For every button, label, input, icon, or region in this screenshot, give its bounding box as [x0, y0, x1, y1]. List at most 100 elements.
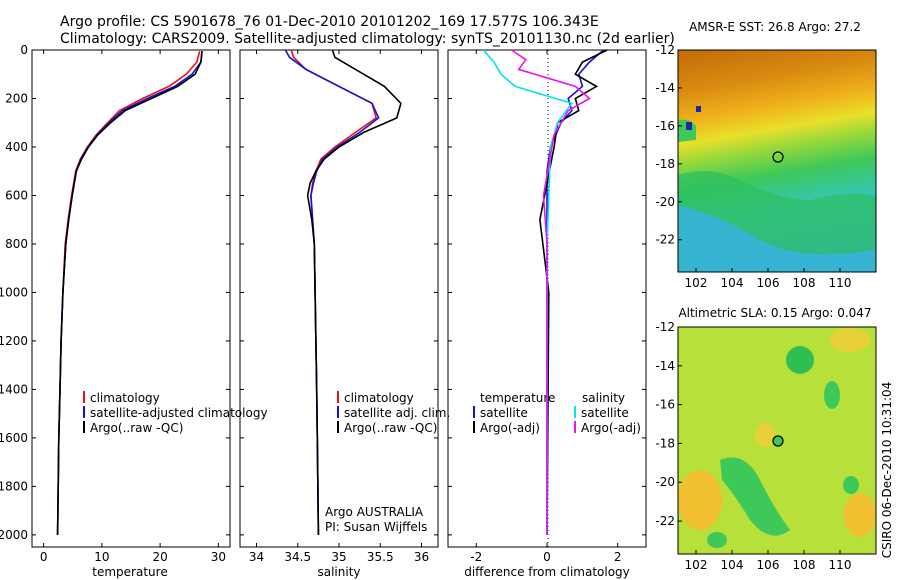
salinity-xlabel: salinity: [317, 565, 360, 579]
map-x-tick-label: 110: [829, 558, 852, 572]
map-x-tick-label: 110: [829, 276, 852, 290]
map-y-tick-label: -14: [655, 81, 675, 95]
sst-map-title: AMSR-E SST: 26.8 Argo: 27.2: [689, 20, 861, 34]
legend-label-climatology: climatology: [90, 391, 160, 405]
y-tick-label: 2000: [0, 528, 28, 542]
credit-label: CSIRO 06-Dec-2010 10:31:04: [880, 382, 894, 559]
series-line-climatology: [290, 49, 378, 535]
series-line-salinity-argo-adj-: [511, 49, 591, 535]
map-y-tick-label: -12: [655, 43, 675, 57]
map-y-tick-label: -20: [655, 195, 675, 209]
map-y-tick-label: -16: [655, 398, 675, 412]
sst-pixel-dark: [686, 122, 692, 130]
sla-map-frame: [677, 326, 877, 555]
difference-legend: temperature satellite Argo(-adj) salinit…: [473, 391, 641, 435]
y-tick-label: 1400: [0, 382, 28, 396]
x-tick-label: 2: [614, 550, 622, 564]
temperature-panel: [31, 49, 231, 548]
sla-high-blob: [678, 470, 722, 530]
chart-marks: 0 10 20 30020040060080010001200140016001800…: [0, 43, 851, 572]
map-y-tick-label: -20: [655, 475, 675, 489]
map-y-tick-label: -16: [655, 119, 675, 133]
legend-label-satellite: satellite-adjusted climatology: [90, 406, 268, 420]
series-line-argo-raw-qc-: [306, 49, 402, 535]
salinity-panel: [239, 49, 439, 548]
legend-label-climatology: climatology: [344, 391, 414, 405]
temperature-xlabel: temperature: [92, 565, 167, 579]
map-y-tick-label: -12: [655, 320, 675, 334]
x-tick-label: 0: [40, 550, 48, 564]
x-tick-label: 10: [94, 550, 109, 564]
legend-label-satellite: satellite adj. clim.: [344, 406, 450, 420]
difference-xlabel: difference from climatology: [464, 565, 630, 579]
series-line-temperature-argo-adj-: [539, 49, 608, 535]
y-tick-label: 1600: [0, 431, 28, 445]
pi-note: PI: Susan Wijffels: [325, 520, 427, 534]
map-y-tick-label: -18: [655, 436, 675, 450]
map-x-tick-label: 104: [721, 558, 744, 572]
x-tick-label: 34.5: [284, 550, 311, 564]
y-tick-label: 0: [20, 43, 28, 57]
map-y-tick-label: -22: [655, 514, 675, 528]
map-x-tick-label: 102: [685, 558, 708, 572]
sla-high-blob: [755, 423, 775, 447]
x-tick-label: 35.5: [367, 550, 394, 564]
y-tick-label: 200: [5, 91, 28, 105]
x-tick-label: 34: [249, 550, 264, 564]
map-x-tick-label: 106: [757, 558, 780, 572]
map-x-tick-label: 108: [793, 558, 816, 572]
y-tick-label: 1000: [0, 285, 28, 299]
series-line-temperature-satellite: [546, 49, 605, 535]
x-tick-label: 36: [414, 550, 429, 564]
sla-low-blob: [786, 346, 814, 374]
y-tick-label: 600: [5, 188, 28, 202]
sst-map: AMSR-E SST: 26.8 Argo: 27.2: [677, 20, 877, 273]
x-tick-label: 30: [211, 550, 226, 564]
sst-map-frame: [677, 49, 877, 273]
legend-heading-temperature: temperature: [480, 391, 555, 405]
sla-low-blob: [707, 532, 727, 548]
sla-high-blob: [830, 328, 870, 352]
y-tick-label: 1800: [0, 479, 28, 493]
x-tick-label: 0: [543, 550, 551, 564]
argo-australia-note: Argo AUSTRALIA: [325, 505, 424, 519]
map-y-tick-label: -14: [655, 359, 675, 373]
sst-argo-location-marker: [772, 151, 784, 163]
legend-label-argo: Argo(..raw -QC): [90, 421, 183, 435]
legend-label-sal-argo: Argo(-adj): [581, 421, 641, 435]
temperature-axes-frame: [31, 49, 231, 548]
temperature-legend: climatology satellite-adjusted climatolo…: [83, 391, 268, 435]
sst-pixel-dark: [696, 106, 701, 112]
figure-title-line1: Argo profile: CS 5901678_76 01-Dec-2010 …: [60, 14, 599, 30]
legend-label-argo: Argo(..raw -QC): [344, 421, 437, 435]
y-tick-label: 800: [5, 237, 28, 251]
sla-map: Altimetric SLA: 0.15 Argo: 0.047: [677, 306, 877, 555]
series-line-argo-raw-qc-: [56, 51, 203, 535]
salinity-axes-frame: [239, 49, 439, 548]
map-x-tick-label: 102: [685, 276, 708, 290]
sla-low-blob: [824, 381, 840, 409]
map-x-tick-label: 108: [793, 276, 816, 290]
x-tick-label: -2: [470, 550, 482, 564]
series-line-satellite-adjusted-climatology: [56, 51, 203, 535]
map-y-tick-label: -18: [655, 157, 675, 171]
sla-argo-location-marker: [772, 435, 784, 447]
legend-heading-salinity: salinity: [582, 391, 625, 405]
sst-coldest-region: [678, 205, 876, 272]
sla-high-blob: [844, 493, 876, 537]
sla-low-blob: [843, 476, 859, 494]
sla-low-band: [720, 457, 790, 536]
map-y-tick-label: -22: [655, 233, 675, 247]
y-tick-label: 400: [5, 140, 28, 154]
series-line-salinity-satellite: [482, 49, 574, 535]
map-x-tick-label: 104: [721, 276, 744, 290]
series-line-satellite-adj-clim-: [284, 49, 380, 535]
sla-map-title: Altimetric SLA: 0.15 Argo: 0.047: [678, 306, 871, 320]
legend-label-temp-satellite: satellite: [480, 406, 528, 420]
series-line-climatology: [56, 50, 201, 535]
x-tick-label: 35: [331, 550, 346, 564]
y-tick-label: 1200: [0, 334, 28, 348]
salinity-legend: climatology satellite adj. clim. Argo(..…: [337, 391, 450, 435]
x-tick-label: 20: [152, 550, 167, 564]
